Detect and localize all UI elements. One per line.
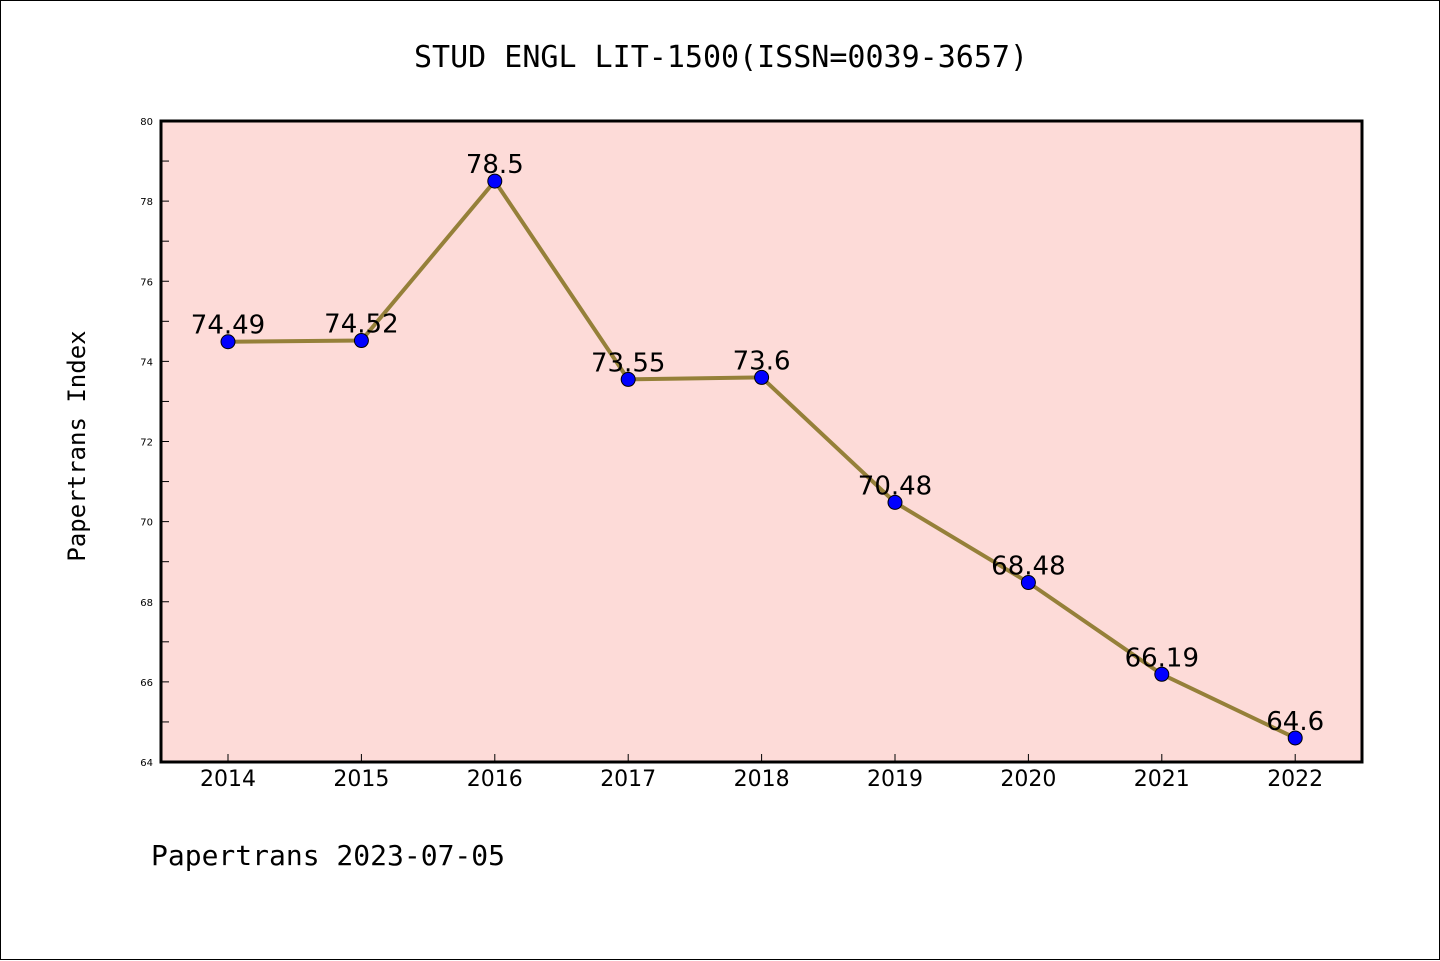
x-tick-label: 2016 (467, 767, 523, 792)
data-point (620, 371, 636, 387)
y-tick-label: 66 (140, 678, 153, 689)
data-labels: 74.49 74.52 78.5 73.55 73.6 70.48 68.48 66.19 64… (191, 150, 1324, 737)
data-label: 73.6 (733, 346, 791, 376)
plot-area (159, 119, 1364, 764)
data-label: 68.48 (991, 552, 1065, 582)
footer-text: Papertrans 2023-07-05 (151, 839, 505, 872)
x-tick-label: 2022 (1267, 767, 1323, 792)
x-tick-label: 2017 (600, 767, 656, 792)
y-tick-label: 72 (140, 438, 153, 449)
x-axis: 2014 2015 2016 2017 2018 2019 2020 2021 2022 (200, 754, 1323, 792)
y-axis-label: Papertrans Index (63, 330, 91, 561)
x-tick-label: 2019 (867, 767, 923, 792)
x-tick-label: 2021 (1134, 767, 1190, 792)
y-tick-label: 68 (140, 598, 153, 609)
data-point (220, 334, 236, 350)
data-label: 73.55 (591, 348, 665, 378)
y-tick-label: 74 (140, 357, 153, 368)
y-tick-label: 70 (140, 518, 153, 529)
data-point (1287, 730, 1303, 746)
y-tick-label: 76 (140, 277, 153, 288)
data-point (754, 369, 770, 385)
data-point (1154, 666, 1170, 682)
data-point (353, 333, 369, 349)
data-label: 70.48 (858, 471, 932, 501)
x-tick-label: 2015 (333, 767, 389, 792)
data-label: 64.6 (1266, 707, 1324, 737)
y-tick-label: 78 (140, 197, 153, 208)
y-tick-label: 80 (140, 117, 153, 128)
x-tick-label: 2014 (200, 767, 256, 792)
x-tick-label: 2018 (734, 767, 790, 792)
data-label: 74.49 (191, 311, 265, 341)
y-tick-label: 64 (140, 758, 153, 769)
data-label: 78.5 (466, 150, 524, 180)
data-point (1020, 575, 1036, 591)
x-tick-label: 2020 (1000, 767, 1056, 792)
data-label: 66.19 (1125, 643, 1199, 673)
y-axis: 64 66 68 70 72 74 76 78 80 (140, 117, 169, 769)
data-markers (220, 173, 1303, 746)
chart-title: STUD ENGL LIT-1500(ISSN=0039-3657) (414, 40, 1028, 75)
data-point (487, 173, 503, 189)
data-label: 74.52 (324, 310, 398, 340)
data-point (887, 494, 903, 510)
